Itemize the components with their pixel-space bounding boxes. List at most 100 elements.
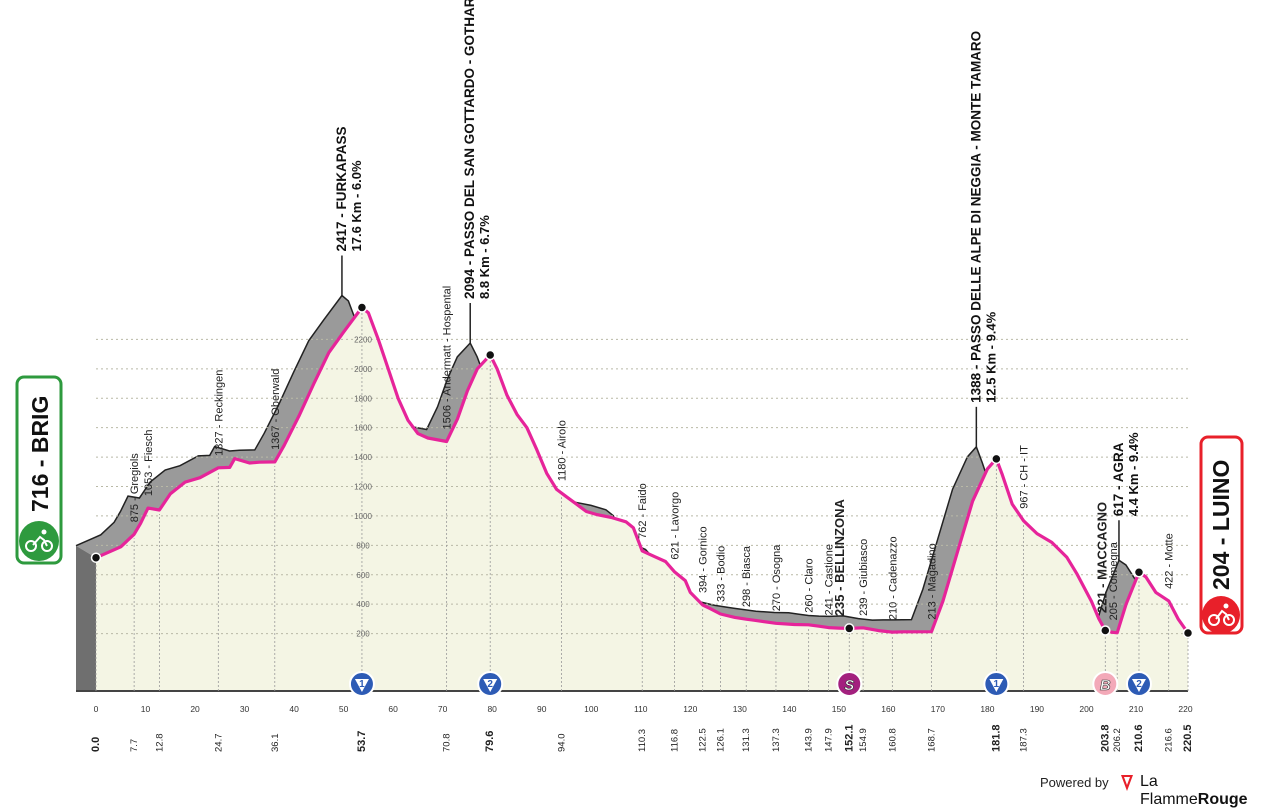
km-tick-label: 120 [683, 704, 697, 714]
place-labels: 875 - Gregiols 1053 - Fiesch 1327 - Reckin… [129, 286, 1176, 621]
alt-tick-label: 1400 [354, 453, 372, 462]
km-mark-label: 181.8 [990, 724, 1002, 752]
km-mark-label: 122.5 [698, 728, 709, 752]
km-tick-label: 70 [438, 704, 448, 714]
place-label: 1327 - Reckingen [213, 370, 225, 456]
mountain-icon [989, 679, 1004, 692]
summit-dot [1133, 566, 1145, 578]
km-mark-label: 79.6 [484, 731, 496, 752]
place-label: 210 - Cadenazzo [887, 536, 899, 620]
start-altitude: 716 [27, 474, 53, 512]
km-tick-label: 20 [190, 704, 200, 714]
km-tick-label: 180 [980, 704, 994, 714]
profile-line [95, 305, 1190, 635]
km-tick-label: 40 [289, 704, 299, 714]
place-label: 235 - BELLINZONA [832, 499, 847, 617]
place-label: 260 - Claro [804, 558, 816, 612]
powered-by-label: Powered by [1040, 775, 1109, 790]
km-tick-label: 80 [487, 704, 497, 714]
category-badges: 1 2 1 2 S B [90, 552, 1194, 697]
finish-badge: 204 - LUINO [1199, 435, 1244, 635]
place-label: 333 - Bodio [715, 546, 727, 602]
place-label: 270 - Osogna [771, 544, 783, 612]
start-dot [90, 552, 102, 563]
place-label: 1053 - Fiesch [143, 429, 155, 496]
place-label: 221 - MACCAGNO [1094, 502, 1109, 613]
place-label: 422 - Motte [1164, 533, 1176, 589]
place-label: 1506 - Andermatt - Hospental [442, 286, 454, 430]
climb-detail: 4.4 Km - 9.4% [1126, 432, 1141, 516]
km-mark-label: 152.1 [843, 724, 855, 752]
alt-tick-label: 200 [356, 630, 370, 639]
km-mark-label: 0.0 [90, 737, 102, 752]
mountain-icon [354, 679, 369, 692]
climb-category-number: 2 [1136, 679, 1142, 690]
km-tick-label: 0 [94, 704, 99, 714]
climb-category-number: 2 [487, 679, 493, 690]
climb-detail: 12.5 Km - 9.4% [983, 311, 998, 402]
km-mark-label: 210.6 [1133, 724, 1145, 752]
km-tick-label: 10 [141, 704, 151, 714]
svg-text:716 - BRIG: 716 - BRIG [27, 396, 53, 512]
km-tick-label: 100 [584, 704, 598, 714]
sprint-badge [836, 671, 863, 697]
km-mark-label: 36.1 [270, 734, 281, 753]
km-mark-label: 216.6 [1164, 728, 1175, 752]
sprint-symbol: S [844, 677, 854, 694]
climb-labels: 2417 - FURKAPASS 17.6 Km - 6.0% 2094 - PAS… [334, 0, 1145, 578]
km-tick-label: 150 [832, 704, 846, 714]
bonus-badge [1092, 671, 1119, 697]
alt-tick-label: 2200 [354, 335, 372, 344]
km-mark-label: 126.1 [715, 728, 726, 752]
km-mark-label: 116.8 [669, 729, 680, 752]
km-mark-label: 187.3 [1019, 728, 1030, 752]
km-mark-label: 160.8 [887, 728, 898, 752]
km-tick-label: 30 [240, 704, 250, 714]
sprint-dot [844, 623, 855, 634]
brand-name: La FlammeRouge [1140, 773, 1261, 809]
cyclist-icon [19, 521, 59, 561]
profile-left-wall [76, 545, 96, 691]
alt-tick-label: 800 [356, 541, 370, 550]
summit-dot [991, 453, 1002, 465]
km-tick-label: 140 [782, 704, 796, 714]
alt-tick-label: 1200 [354, 483, 372, 492]
km-mark-label: 154.9 [858, 728, 869, 752]
km-mark-label: 94.0 [557, 734, 568, 753]
alt-tick-label: 1600 [354, 424, 372, 433]
place-label: 298 - Biasca [741, 545, 753, 607]
brand-plain: La Flamme [1140, 773, 1198, 808]
km-mark-label: 53.7 [356, 731, 368, 752]
climb-detail: 8.8 Km - 6.7% [477, 215, 492, 299]
km-tick-label: 170 [931, 704, 945, 714]
summit-dot [356, 302, 368, 313]
alt-tick-label: 1800 [354, 394, 372, 403]
climb-name: 2094 - PASSO DEL SAN GOTTARDO - GOTHARDP… [462, 0, 477, 299]
climb-category-number: 1 [994, 679, 1000, 690]
km-mark-label: 110.3 [637, 729, 648, 752]
place-label: 241 - Castione [823, 544, 835, 616]
km-tick-label: 90 [537, 704, 547, 714]
alt-tick-label: 2000 [354, 365, 372, 374]
km-tick-label: 160 [881, 704, 895, 714]
km-tick-label: 210 [1129, 704, 1143, 714]
km-mark-label: 206.2 [1112, 728, 1123, 752]
alt-tick-label: 600 [356, 571, 370, 580]
mountain-icon [1131, 679, 1146, 692]
finish-altitude: 204 [1208, 551, 1234, 590]
km-mark-label: 12.8 [154, 734, 165, 753]
km-mark-label: 137.3 [771, 728, 782, 752]
km-tick-label: 110 [634, 704, 648, 714]
km-mark-label: 168.7 [926, 728, 937, 752]
start-name: BRIG [27, 396, 53, 454]
km-tick-label: 190 [1030, 704, 1044, 714]
climb-name: 2417 - FURKAPASS [334, 126, 349, 251]
mountain-icon [483, 679, 498, 692]
place-label: 762 - Faido [637, 483, 649, 539]
climb-name: 617 - AGRA [1111, 442, 1126, 516]
km-mark-label: 131.3 [741, 728, 752, 752]
flamme-rouge-logo-icon [1121, 775, 1133, 791]
summit-dot [484, 349, 496, 361]
km-axis: 0 10 20 30 40 50 60 70 80 90 100 110 120 130 140 150 160… [90, 704, 1194, 752]
